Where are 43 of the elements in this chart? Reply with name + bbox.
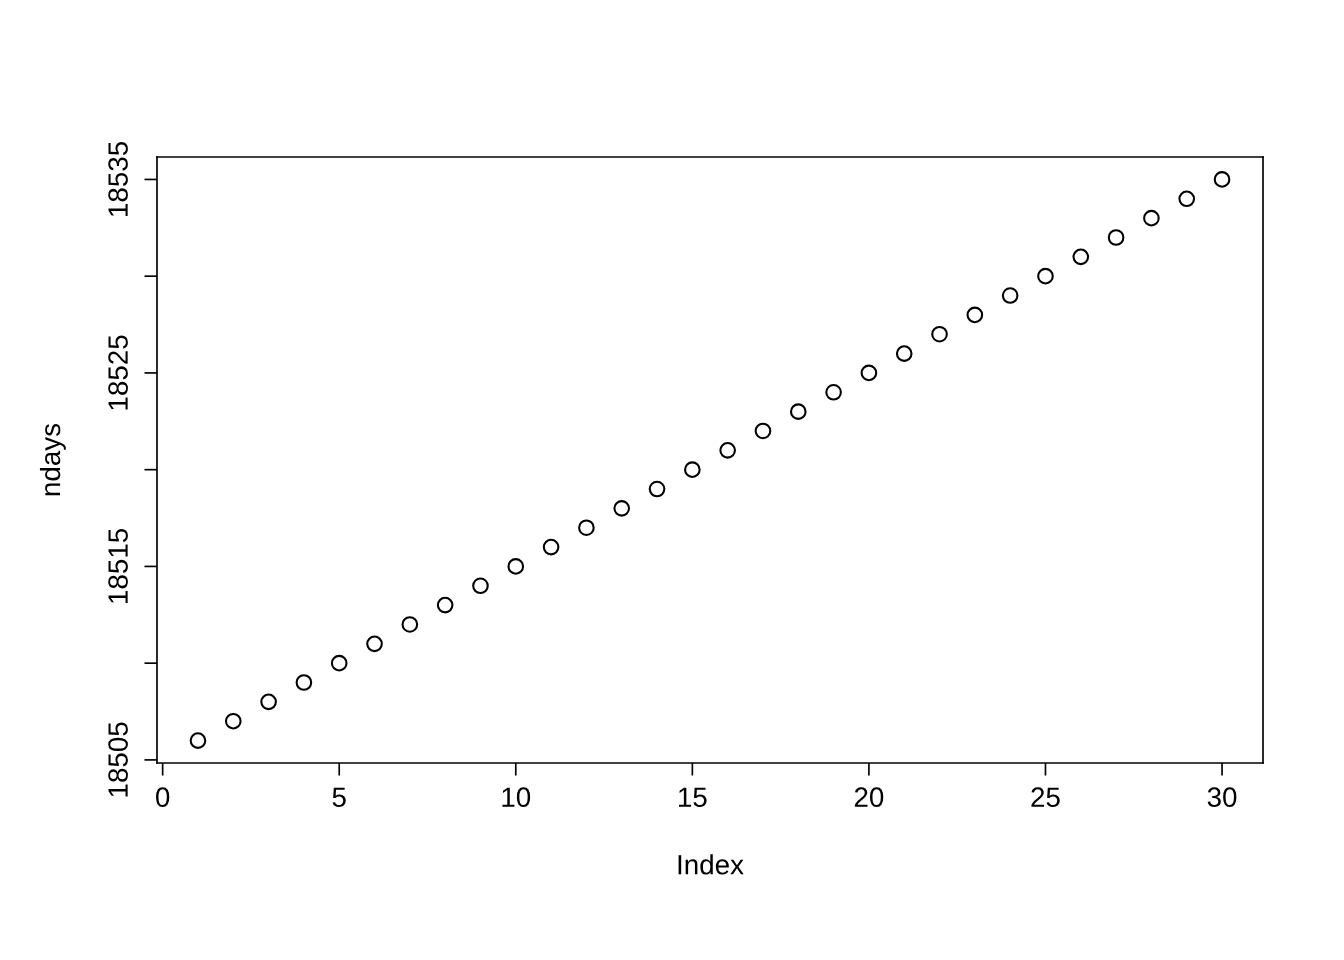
point — [295, 674, 313, 691]
y-tick-label: 18525 — [108, 335, 128, 410]
point — [789, 403, 807, 420]
point — [224, 712, 242, 730]
y-tick-label: 18505 — [108, 722, 128, 797]
point — [719, 442, 736, 459]
point — [542, 538, 560, 556]
point — [1213, 171, 1231, 188]
y-tick-label: 18535 — [108, 141, 128, 216]
point — [825, 383, 842, 401]
x-tick-label: 0 — [156, 787, 170, 808]
point — [189, 732, 207, 749]
x-tick-label: 25 — [1031, 787, 1060, 808]
y-axis-title: ndays — [39, 423, 66, 496]
point — [895, 345, 913, 362]
point — [860, 364, 878, 382]
x-tick-label: 10 — [502, 787, 531, 808]
point — [578, 519, 595, 537]
point — [1107, 229, 1125, 246]
point — [966, 306, 984, 324]
point — [1178, 190, 1196, 208]
x-axis-title: Index — [678, 854, 744, 875]
point — [401, 616, 419, 633]
point — [436, 596, 454, 614]
point — [684, 461, 701, 478]
point — [1037, 267, 1054, 285]
point — [931, 325, 948, 343]
x-tick-label: 30 — [1207, 787, 1237, 808]
y-tick-label: 18515 — [108, 528, 128, 603]
point — [507, 558, 525, 575]
point — [472, 577, 489, 595]
point — [1072, 248, 1090, 266]
point — [613, 500, 631, 517]
point — [1143, 209, 1160, 227]
x-tick-label: 20 — [854, 787, 884, 808]
point — [1001, 287, 1019, 304]
point — [754, 422, 772, 440]
point — [330, 654, 348, 672]
x-tick-label: 5 — [332, 787, 346, 808]
point — [648, 480, 666, 498]
x-tick-label: 15 — [679, 787, 707, 808]
point — [260, 693, 277, 711]
point — [366, 635, 383, 653]
